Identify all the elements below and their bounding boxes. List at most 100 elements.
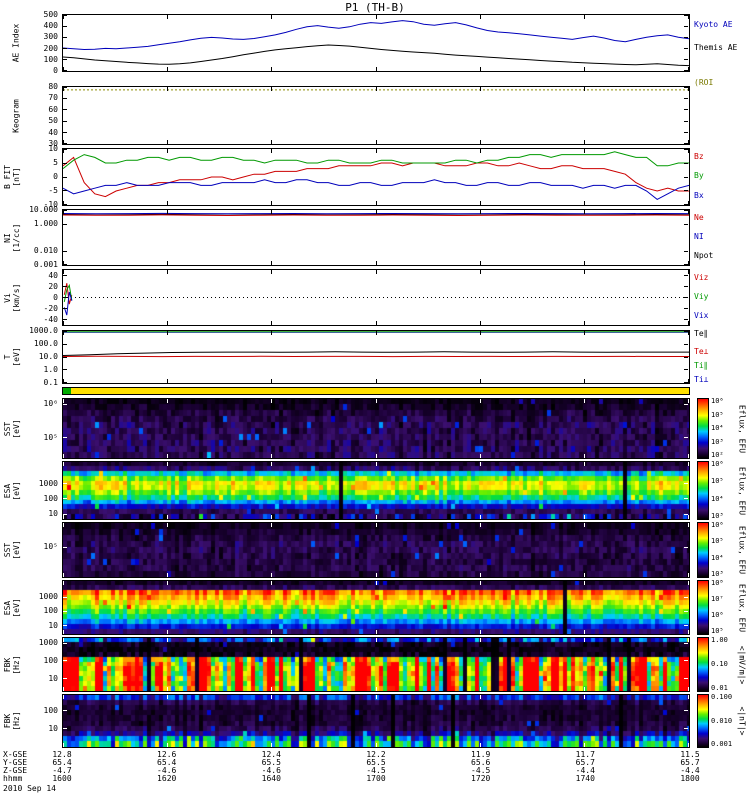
esa-ion-ytick-mark xyxy=(63,513,67,515)
temperature-ytick-label: 1000.0 xyxy=(29,326,58,335)
temperature-ytick-mark xyxy=(63,331,67,332)
density-xtick-mark xyxy=(583,261,585,265)
axis-value-hhmm: 1620 xyxy=(157,774,177,783)
fbk-e-panel xyxy=(62,637,690,692)
esa-ion-colorbar xyxy=(697,461,709,520)
esa-ion-xtick-mark xyxy=(479,462,481,466)
b-fit-legend-By: By xyxy=(694,171,704,181)
sst-ion-xtick-mark xyxy=(63,399,64,403)
density-xtick-mark xyxy=(479,210,481,214)
sst-ion-xtick-mark xyxy=(479,399,481,403)
esa-ion-colorbar-title: Eflux, EFU xyxy=(737,466,747,515)
sst-ion-axis-title: SST [eV] xyxy=(3,418,21,439)
ae-index-xtick-mark xyxy=(63,67,64,71)
b-fit-ytick-label: 0 xyxy=(53,172,58,181)
sst-electron-colorbar-tick: 10³ xyxy=(711,570,724,578)
keogram-xtick-mark xyxy=(271,87,273,91)
sst-electron-xtick-mark xyxy=(583,523,585,527)
esa-ion-xtick-mark xyxy=(688,462,689,466)
fbk-b-xtick-mark xyxy=(271,743,273,747)
density-panel xyxy=(62,209,690,266)
axis-value-X-GSE: 12.4 xyxy=(261,750,281,759)
keogram-xtick-mark xyxy=(479,87,481,91)
sst-ion-colorbar xyxy=(697,398,709,459)
esa-electron-xtick-mark xyxy=(271,630,273,634)
keogram-ytick-mark xyxy=(684,143,688,144)
velocity-ytick-label: 20 xyxy=(48,281,58,291)
fbk-e-ytick-mark xyxy=(684,643,688,645)
fbk-b-colorbar-tick: 0.100 xyxy=(711,693,733,701)
esa-ion-xtick-mark xyxy=(167,462,169,466)
fbk-b-ytick-mark xyxy=(684,710,688,712)
sst-ion-colorbar-title: Eflux, EFU xyxy=(737,404,747,453)
fbk-e-xtick-mark xyxy=(479,638,481,642)
esa-electron-xtick-mark xyxy=(583,630,585,634)
fbk-e-colorbar-tick: 1.00 xyxy=(711,636,728,644)
fbk-b-axis-title: FBK [Hz] xyxy=(3,711,21,731)
axis-row-label-Y-GSE: Y-GSE xyxy=(3,758,28,767)
ae-index-legend-Themis AE: Themis AE xyxy=(694,43,738,53)
temperature-legend-Te⊥: Te⊥ xyxy=(694,346,709,356)
fbk-e-xtick-mark xyxy=(63,638,64,642)
temperature-ytick-mark xyxy=(684,343,688,345)
esa-electron-colorbar-tick: 10⁷ xyxy=(711,595,724,603)
velocity-xtick-mark xyxy=(167,270,169,274)
esa-ion-panel xyxy=(62,461,690,520)
b-fit-series-By xyxy=(63,151,689,169)
fbk-b-xtick-mark xyxy=(688,743,689,747)
axis-value-hhmm: 1800 xyxy=(680,774,700,783)
temperature-legend-Ti∥: Ti∥ xyxy=(694,361,708,371)
esa-electron-xtick-mark xyxy=(167,630,169,634)
sst-ion-xtick-mark xyxy=(271,454,273,458)
fbk-e-xtick-mark xyxy=(688,638,689,642)
density-legend-Npot: Npot xyxy=(694,251,714,261)
velocity-xtick-mark xyxy=(375,270,377,274)
ae-index-ytick-mark xyxy=(684,70,688,71)
temperature-axis-title: T [eV] xyxy=(3,347,21,367)
fbk-e-ytick-label: 100 xyxy=(43,655,58,665)
velocity-xtick-mark xyxy=(167,321,169,325)
fbk-e-xtick-mark xyxy=(63,687,64,691)
velocity-plot xyxy=(63,283,689,316)
axis-value-X-GSE: 12.6 xyxy=(157,750,177,759)
keogram-ytick-mark xyxy=(63,109,67,111)
b-fit-xtick-mark xyxy=(583,201,585,205)
b-fit-xtick-mark xyxy=(375,201,377,205)
sst-ion-ytick-label: 10⁵ xyxy=(43,432,58,442)
temperature-ytick-label: 0.1 xyxy=(43,378,58,387)
velocity-xtick-mark xyxy=(63,321,64,325)
sst-electron-panel xyxy=(62,522,690,578)
axis-value-Y-GSE: 65.4 xyxy=(157,758,177,767)
density-ytick-mark xyxy=(63,210,67,211)
esa-electron-xtick-mark xyxy=(688,581,689,585)
b-fit-ytick-mark xyxy=(63,162,67,164)
ae-index-xtick-mark xyxy=(375,15,377,19)
keogram-ytick-mark xyxy=(63,120,67,122)
temperature-ytick-mark xyxy=(63,382,67,383)
keogram-xtick-mark xyxy=(479,140,481,144)
axis-value-X-GSE: 12.8 xyxy=(52,750,72,759)
ae-index-ytick-mark xyxy=(684,26,688,27)
sst-ion-xtick-mark xyxy=(479,454,481,458)
density-ytick-mark xyxy=(63,250,67,252)
fbk-b-xtick-mark xyxy=(479,743,481,747)
esa-ion-xtick-mark xyxy=(63,462,64,466)
velocity-ytick-mark xyxy=(63,286,67,288)
esa-electron-panel xyxy=(62,580,690,635)
sst-electron-xtick-mark xyxy=(271,573,273,577)
density-ytick-mark xyxy=(684,210,688,211)
velocity-xtick-mark xyxy=(63,270,64,274)
sst-electron-xtick-mark xyxy=(167,523,169,527)
sst-ion-xtick-mark xyxy=(583,454,585,458)
ae-index-xtick-mark xyxy=(375,67,377,71)
sst-ion-spectrogram xyxy=(63,399,689,458)
axis-value-Y-GSE: 65.4 xyxy=(52,758,72,767)
axis-value-hhmm: 1740 xyxy=(575,774,595,783)
ae-index-xtick-mark xyxy=(167,67,169,71)
b-fit-ytick-label: 10 xyxy=(48,144,58,153)
sst-electron-ytick-label: 10⁵ xyxy=(43,542,58,552)
fbk-e-xtick-mark xyxy=(583,687,585,691)
density-ytick-mark xyxy=(684,250,688,252)
sst-ion-xtick-mark xyxy=(167,399,169,403)
fbk-b-xtick-mark xyxy=(271,695,273,699)
